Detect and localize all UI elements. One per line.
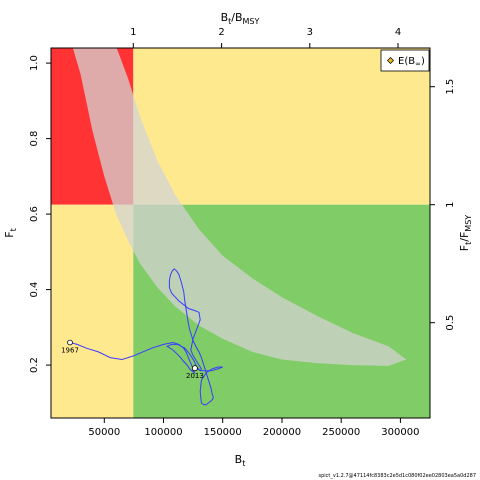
right-tick-label: 0.5 bbox=[445, 315, 456, 331]
uncertainty-region bbox=[72, 48, 407, 366]
x-tick-label: 250000 bbox=[322, 427, 360, 438]
footer-version: spict_v1.2.7@47114fc8383c2e5d1c080f02ee0… bbox=[319, 473, 477, 479]
top-tick-label: 3 bbox=[307, 27, 313, 38]
y-tick-label: 0.4 bbox=[29, 282, 40, 298]
right-axis-label: Ft/FMSY bbox=[458, 215, 473, 251]
start-year-label: 1967 bbox=[61, 347, 79, 355]
x-axis: 50000 100000 150000 200000 250000 300000 bbox=[88, 418, 419, 438]
end-point-marker bbox=[191, 365, 198, 372]
legend-diamond-icon bbox=[387, 57, 394, 64]
legend: E(B∞) bbox=[380, 49, 430, 72]
plot-frame bbox=[50, 47, 431, 419]
x-tick-label: 300000 bbox=[381, 427, 419, 438]
top-tick-label: 4 bbox=[395, 27, 401, 38]
x-tick-label: 150000 bbox=[204, 427, 242, 438]
legend-box bbox=[380, 49, 430, 72]
right-tick-label: 1 bbox=[445, 202, 456, 208]
end-year-label: 2013 bbox=[186, 372, 204, 380]
y-tick-label: 0.6 bbox=[29, 206, 40, 222]
legend-label: E(B∞) bbox=[398, 56, 425, 68]
y-axis: 0.2 0.4 0.6 0.8 1.0 bbox=[29, 55, 51, 373]
zone-overfishing bbox=[133, 48, 430, 205]
x-axis-label: Bt bbox=[235, 453, 246, 468]
zone-overfished bbox=[51, 204, 134, 418]
y-axis-label: Ft bbox=[3, 228, 18, 237]
top-axis-label: Bt/BMSY bbox=[221, 11, 260, 26]
top-axis: 1 2 3 4 bbox=[130, 27, 401, 48]
x-tick-label: 200000 bbox=[263, 427, 301, 438]
biomass-fishing-trajectory bbox=[69, 268, 223, 406]
x-tick-label: 50000 bbox=[88, 427, 120, 438]
right-tick-label: 1.5 bbox=[445, 79, 456, 95]
start-point-marker bbox=[67, 339, 73, 346]
y-tick-label: 0.2 bbox=[29, 357, 40, 373]
y-tick-label: 0.8 bbox=[29, 131, 40, 147]
y-tick-label: 1.0 bbox=[29, 55, 40, 71]
x-tick-label: 100000 bbox=[144, 427, 182, 438]
top-tick-label: 1 bbox=[130, 27, 136, 38]
right-axis: 0.5 1 1.5 bbox=[430, 79, 456, 331]
top-tick-label: 2 bbox=[218, 27, 224, 38]
